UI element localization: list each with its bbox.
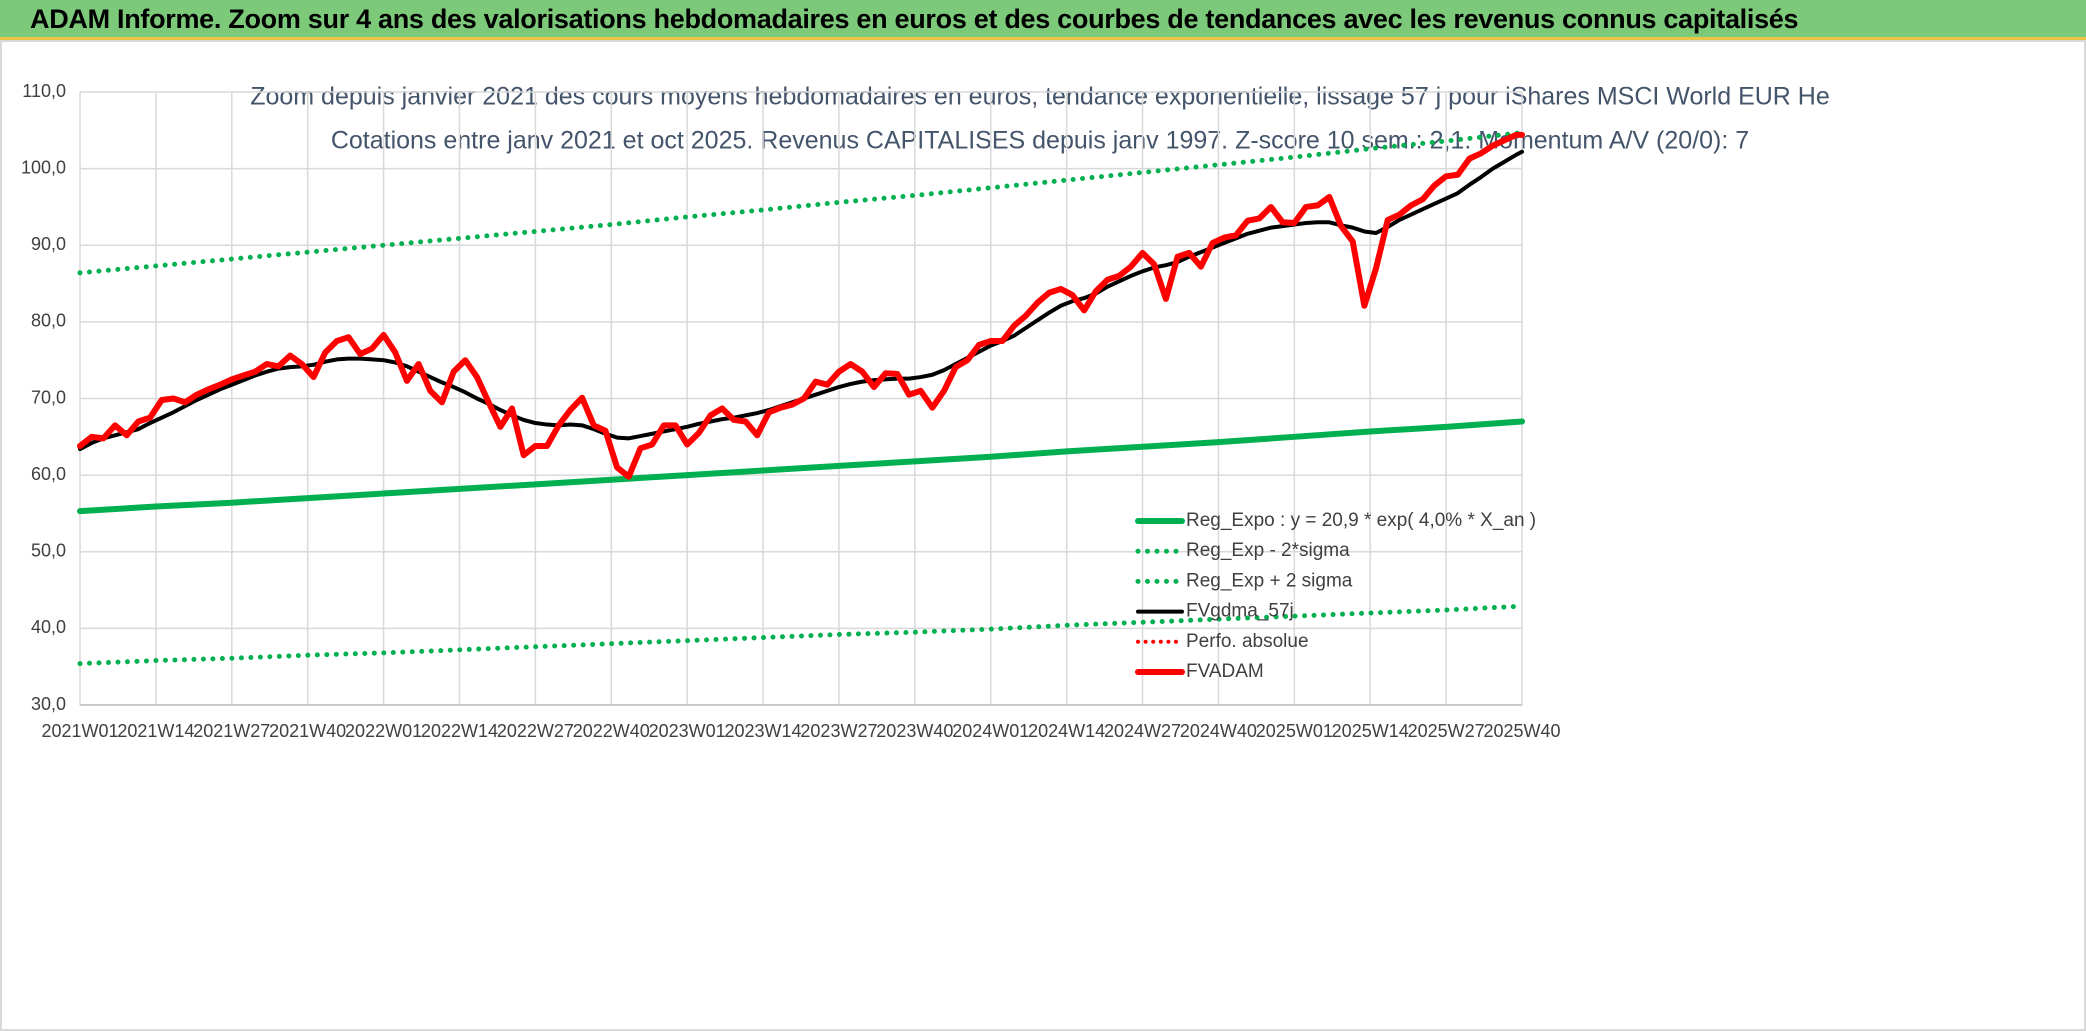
- x-tick-label: 2021W40: [269, 721, 346, 741]
- x-tick-label: 2023W01: [649, 721, 726, 741]
- legend-label: Reg_Exp + 2 sigma: [1186, 570, 1353, 591]
- series-line: [77, 131, 1525, 480]
- x-tick-label: 2021W27: [193, 721, 270, 741]
- series-line: [77, 130, 1525, 276]
- chart-subtitle: Cotations entre janv 2021 et oct 2025. R…: [331, 127, 1749, 155]
- x-tick-label: 2022W01: [345, 721, 422, 741]
- series-line: [77, 418, 1525, 515]
- legend-label: FVADAM: [1186, 661, 1264, 682]
- x-tick-label: 2021W14: [117, 721, 194, 741]
- y-tick-label: 70,0: [31, 387, 66, 407]
- x-tick-label: 2024W14: [1028, 721, 1105, 741]
- y-tick-label: 90,0: [31, 234, 66, 254]
- page-title: ADAM Informe. Zoom sur 4 ans des valoris…: [30, 4, 1799, 34]
- x-tick-label: 2025W40: [1483, 721, 1560, 741]
- legend-label: Perfo. absolue: [1186, 631, 1309, 652]
- legend-label: Reg_Expo : y = 20,9 * exp( 4,0% * X_an ): [1186, 510, 1536, 531]
- y-tick-label: 110,0: [22, 81, 66, 101]
- x-tick-label: 2024W27: [1104, 721, 1181, 741]
- chart-title: Zoom depuis janvier 2021 des cours moyen…: [250, 83, 1830, 111]
- x-tick-label: 2023W14: [725, 721, 802, 741]
- y-tick-label: 80,0: [31, 311, 66, 331]
- legend-label: FVgdma_57j: [1186, 601, 1294, 622]
- x-tick-label: 2024W01: [952, 721, 1029, 741]
- x-tick-label: 2021W01: [41, 721, 118, 741]
- title-background: [250, 58, 1830, 124]
- x-tick-label: 2022W40: [573, 721, 650, 741]
- chart-frame: [0, 40, 2086, 1031]
- banner: ADAM Informe. Zoom sur 4 ans des valoris…: [0, 0, 2086, 40]
- x-tick-label: 2022W27: [497, 721, 574, 741]
- plot: [77, 130, 1525, 667]
- y-tick-label: 30,0: [31, 694, 66, 714]
- legend-label: Reg_Exp - 2*sigma: [1186, 540, 1350, 561]
- x-tick-label: 2023W27: [800, 721, 877, 741]
- chart: Zoom depuis janvier 2021 des cours moyen…: [0, 40, 2086, 1031]
- x-tick-label: 2022W14: [421, 721, 498, 741]
- y-tick-label: 100,0: [21, 157, 66, 177]
- x-tick-label: 2025W01: [1256, 721, 1333, 741]
- y-tick-label: 50,0: [31, 541, 66, 561]
- x-tick-label: 2025W14: [1332, 721, 1409, 741]
- x-tick-label: 2024W40: [1180, 721, 1257, 741]
- x-tick-label: 2025W27: [1408, 721, 1485, 741]
- x-tick-label: 2023W40: [876, 721, 953, 741]
- y-tick-label: 40,0: [31, 617, 66, 637]
- y-tick-label: 60,0: [31, 464, 66, 484]
- series-line: [77, 603, 1525, 667]
